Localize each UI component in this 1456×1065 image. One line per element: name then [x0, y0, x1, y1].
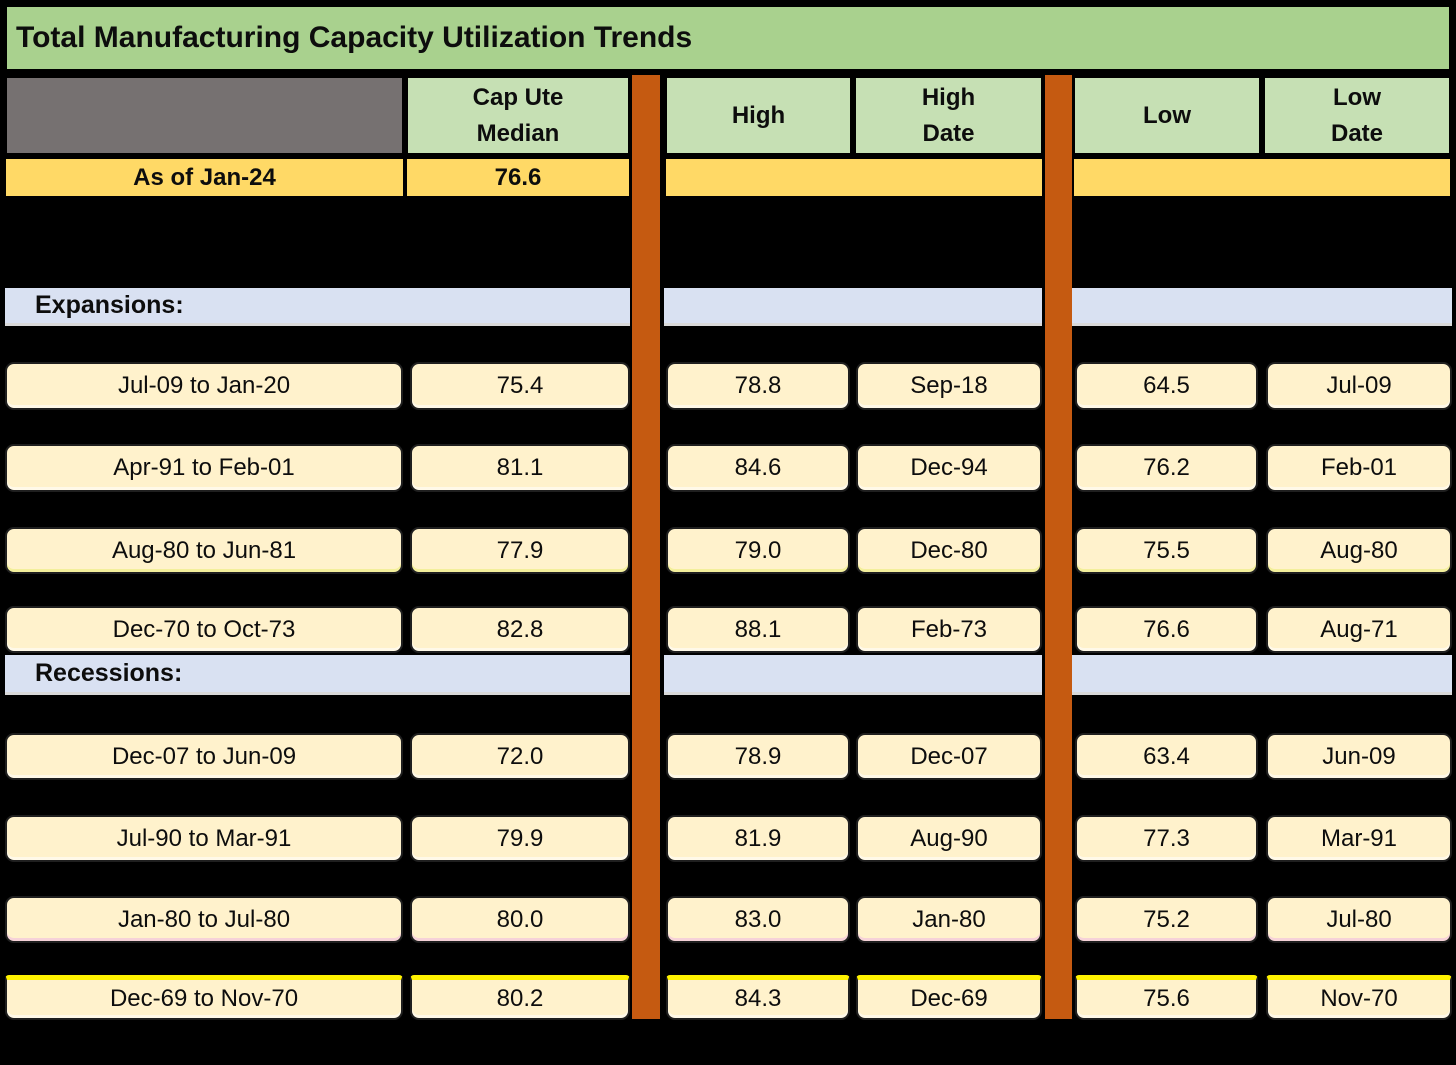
exp-row4-low: 76.6	[1075, 606, 1258, 653]
exp-row2-high: 84.6	[666, 444, 850, 492]
rec-row4-median: 80.2	[410, 975, 630, 1020]
column-separator-right	[1045, 75, 1072, 1019]
header-high: High	[664, 75, 853, 156]
header-period-blank	[4, 75, 405, 156]
exp-row1-period: Jul-09 to Jan-20	[5, 362, 403, 410]
exp-row4-period: Dec-70 to Oct-73	[5, 606, 403, 653]
header-low-label: Low	[1143, 101, 1191, 129]
exp-row1-high-date: Sep-18	[856, 362, 1042, 410]
section-recessions-low-blank	[1072, 655, 1452, 692]
header-low-date-line1: Low	[1333, 83, 1381, 111]
exp-row4-high: 88.1	[666, 606, 850, 653]
as-of-median-value: 76.6	[405, 157, 631, 198]
exp-row3-low-date: Aug-80	[1266, 527, 1452, 574]
exp-row1-high: 78.8	[666, 362, 850, 410]
exp-row3-high-date: Dec-80	[856, 527, 1042, 574]
header-cap-ute-line1: Cap Ute	[472, 83, 564, 111]
rec-row3-low-date: Jul-80	[1266, 896, 1452, 943]
rec-row3-period: Jan-80 to Jul-80	[5, 896, 403, 943]
rec-row3-high: 83.0	[666, 896, 850, 943]
rec-row4-high: 84.3	[666, 975, 850, 1020]
rec-row1-low-date: Jun-09	[1266, 733, 1452, 780]
exp-row3-low: 75.5	[1075, 527, 1258, 574]
as-of-label: As of Jan-24	[4, 157, 405, 198]
exp-row2-median: 81.1	[410, 444, 630, 492]
rec-row4-period: Dec-69 to Nov-70	[5, 975, 403, 1020]
header-high-date: High Date	[853, 75, 1044, 156]
section-label-recessions: Recessions:	[5, 655, 630, 692]
header-low-date-line2: Date	[1330, 119, 1384, 147]
rec-row3-high-date: Jan-80	[856, 896, 1042, 943]
as-of-low-blank	[1072, 157, 1452, 198]
exp-row1-low: 64.5	[1075, 362, 1258, 410]
page-title: Total Manufacturing Capacity Utilization…	[4, 4, 1452, 72]
header-cap-ute-median: Cap Ute Median	[405, 75, 631, 156]
header-low: Low	[1072, 75, 1262, 156]
rec-row3-low: 75.2	[1075, 896, 1258, 943]
exp-row2-low: 76.2	[1075, 444, 1258, 492]
rec-row2-low-date: Mar-91	[1266, 815, 1452, 862]
exp-row3-high: 79.0	[666, 527, 850, 574]
section-expansions-high-blank	[664, 288, 1042, 323]
section-label-expansions: Expansions:	[5, 288, 630, 323]
header-cap-ute-line2: Median	[476, 119, 560, 147]
exp-row1-median: 75.4	[410, 362, 630, 410]
exp-row2-high-date: Dec-94	[856, 444, 1042, 492]
exp-row1-low-date: Jul-09	[1266, 362, 1452, 410]
rec-row2-median: 79.9	[410, 815, 630, 862]
section-recessions-high-blank	[664, 655, 1042, 692]
exp-row4-low-date: Aug-71	[1266, 606, 1452, 653]
rec-row3-median: 80.0	[410, 896, 630, 943]
exp-row2-low-date: Feb-01	[1266, 444, 1452, 492]
rec-row1-high-date: Dec-07	[856, 733, 1042, 780]
header-high-date-line1: High	[921, 83, 976, 111]
rec-row1-period: Dec-07 to Jun-09	[5, 733, 403, 780]
header-low-date: Low Date	[1262, 75, 1452, 156]
column-separator-left	[632, 75, 660, 1019]
exp-row3-median: 77.9	[410, 527, 630, 574]
exp-row3-period: Aug-80 to Jun-81	[5, 527, 403, 574]
rec-row1-high: 78.9	[666, 733, 850, 780]
header-high-label: High	[731, 101, 786, 129]
rec-row4-low-date: Nov-70	[1266, 975, 1452, 1020]
as-of-high-blank	[664, 157, 1044, 198]
exp-row4-high-date: Feb-73	[856, 606, 1042, 653]
exp-row4-median: 82.8	[410, 606, 630, 653]
rec-row2-low: 77.3	[1075, 815, 1258, 862]
rec-row2-high-date: Aug-90	[856, 815, 1042, 862]
rec-row4-high-date: Dec-69	[856, 975, 1042, 1020]
rec-row2-period: Jul-90 to Mar-91	[5, 815, 403, 862]
rec-row4-low: 75.6	[1075, 975, 1258, 1020]
rec-row1-median: 72.0	[410, 733, 630, 780]
exp-row2-period: Apr-91 to Feb-01	[5, 444, 403, 492]
header-high-date-line2: Date	[922, 119, 975, 147]
rec-row2-high: 81.9	[666, 815, 850, 862]
rec-row1-low: 63.4	[1075, 733, 1258, 780]
section-expansions-low-blank	[1072, 288, 1452, 323]
